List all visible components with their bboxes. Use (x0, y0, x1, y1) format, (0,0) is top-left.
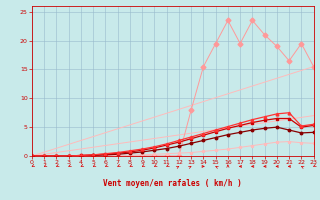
X-axis label: Vent moyen/en rafales ( km/h ): Vent moyen/en rafales ( km/h ) (103, 179, 242, 188)
